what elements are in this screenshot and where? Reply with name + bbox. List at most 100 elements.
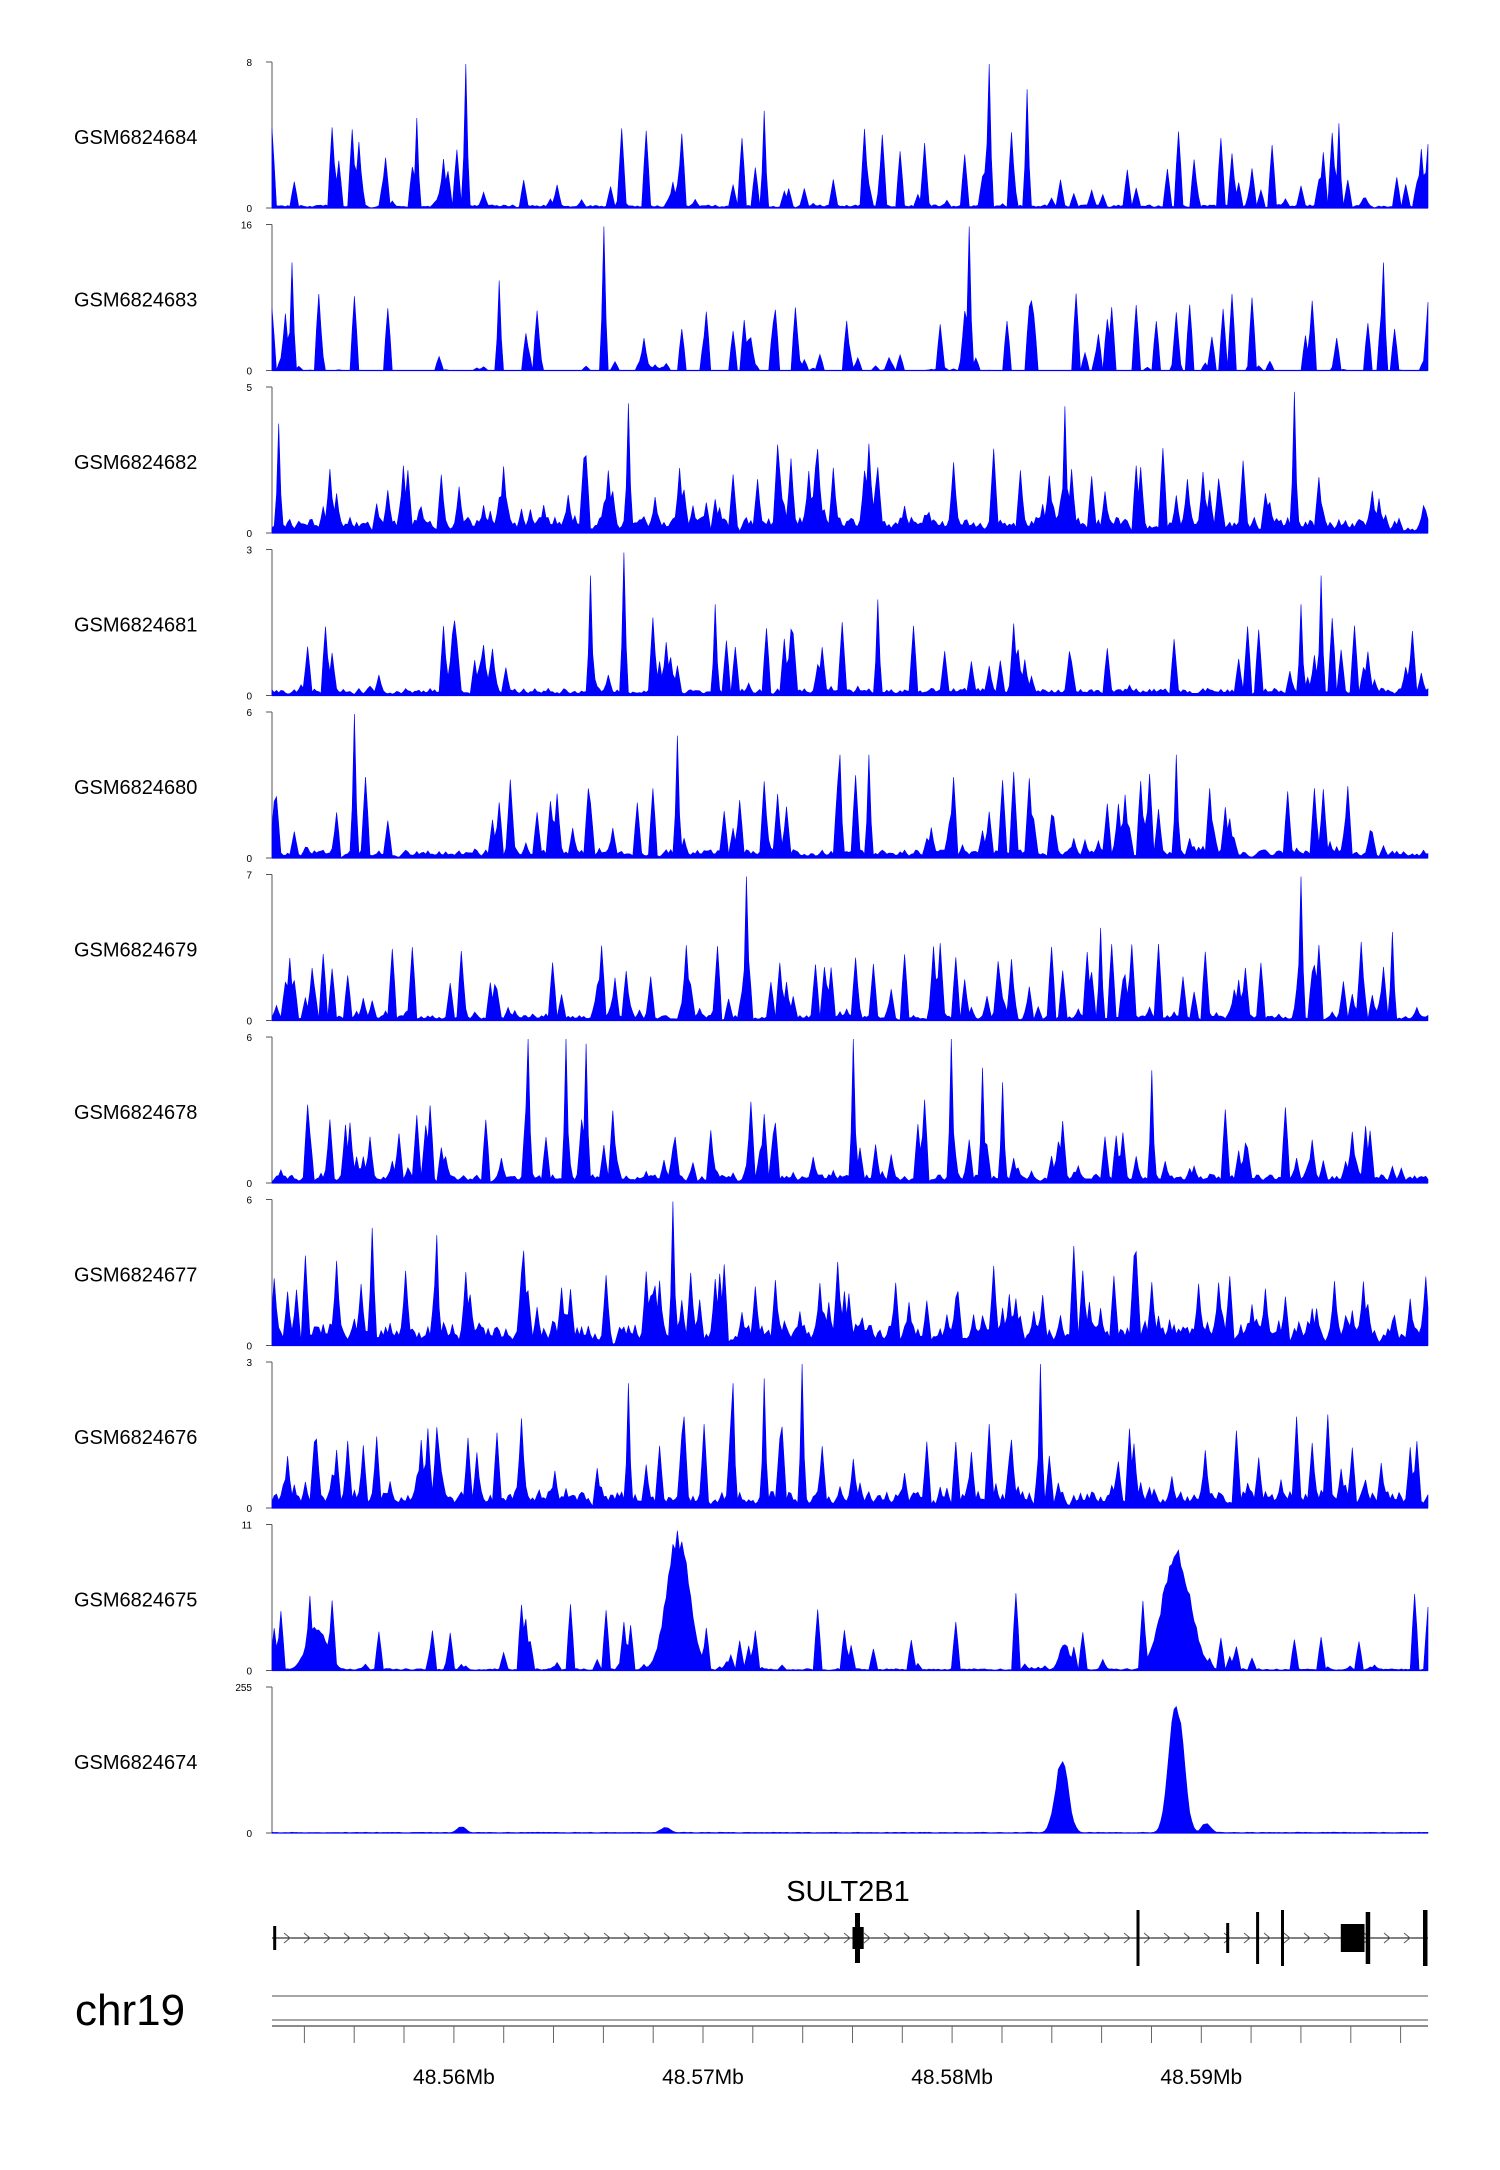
track-GSM6824677: GSM6824677 6 0 — [74, 1196, 1429, 1353]
strand-arrow — [1243, 1932, 1251, 1944]
strand-arrow — [443, 1932, 451, 1944]
strand-arrow — [363, 1932, 371, 1944]
strand-arrow — [963, 1932, 971, 1944]
signal-area-GSM6824684 — [271, 63, 1429, 209]
gene-model-SULT2B1 — [272, 1910, 1428, 1966]
strand-arrow — [503, 1932, 511, 1944]
signal-area-GSM6824676 — [271, 1363, 1429, 1509]
exon — [1136, 1910, 1140, 1966]
strand-arrow — [843, 1932, 851, 1944]
strand-arrow — [543, 1932, 551, 1944]
signal-area-GSM6824683 — [271, 226, 1429, 372]
exon — [1365, 1912, 1371, 1964]
strand-arrow — [1023, 1932, 1031, 1944]
strand-arrow — [703, 1932, 711, 1944]
signal-area-GSM6824674 — [271, 1705, 1429, 1834]
strand-arrow — [783, 1932, 791, 1944]
y-max-label: 6 — [246, 708, 252, 719]
axis-tick-label: 48.59Mb — [1160, 2066, 1242, 2089]
signal-area-GSM6824677 — [271, 1201, 1429, 1346]
signal-area-GSM6824680 — [271, 713, 1429, 859]
strand-arrow — [1203, 1932, 1211, 1944]
track-GSM6824678: GSM6824678 6 0 — [74, 1033, 1429, 1190]
track-GSM6824679: GSM6824679 7 0 — [74, 871, 1429, 1028]
exon — [1226, 1923, 1230, 1953]
y-min-label: 0 — [246, 1179, 252, 1190]
y-max-label: 255 — [235, 1683, 252, 1694]
y-min-label: 0 — [246, 367, 252, 378]
strand-arrow — [1083, 1932, 1091, 1944]
strand-arrow — [1003, 1932, 1011, 1944]
y-min-label: 0 — [246, 529, 252, 540]
y-max-label: 5 — [246, 383, 252, 394]
strand-arrow — [1103, 1932, 1111, 1944]
strand-arrow — [943, 1932, 951, 1944]
strand-arrow — [583, 1932, 591, 1944]
track-GSM6824674: GSM6824674 255 0 — [74, 1683, 1429, 1840]
track-GSM6824680: GSM6824680 6 0 — [74, 708, 1429, 865]
strand-arrow — [1303, 1932, 1311, 1944]
strand-arrow — [1403, 1932, 1411, 1944]
strand-arrow — [1143, 1932, 1151, 1944]
strand-arrow — [663, 1932, 671, 1944]
strand-arrow — [683, 1932, 691, 1944]
signal-area-GSM6824679 — [271, 876, 1429, 1021]
y-min-label: 0 — [246, 1667, 252, 1678]
strand-arrow — [623, 1932, 631, 1944]
strand-arrow — [863, 1932, 871, 1944]
y-min-label: 0 — [246, 1342, 252, 1353]
strand-arrow — [903, 1932, 911, 1944]
track-label: GSM6824679 — [74, 940, 197, 962]
exon — [273, 1926, 277, 1950]
strand-arrow — [1123, 1932, 1131, 1944]
y-max-label: 11 — [242, 1521, 253, 1532]
signal-area-GSM6824678 — [271, 1038, 1429, 1184]
y-max-label: 8 — [246, 58, 252, 69]
strand-arrow — [1283, 1932, 1291, 1944]
strand-arrow — [1223, 1932, 1231, 1944]
track-label: GSM6824683 — [74, 290, 197, 312]
strand-arrow — [483, 1932, 491, 1944]
track-GSM6824675: GSM6824675 11 0 — [74, 1521, 1429, 1678]
strand-arrow — [763, 1932, 771, 1944]
strand-arrow — [423, 1932, 431, 1944]
track-label: GSM6824681 — [74, 615, 197, 637]
strand-arrow — [283, 1932, 291, 1944]
chromosome-label: chr19 — [75, 1986, 185, 2035]
track-label: GSM6824682 — [74, 452, 197, 474]
axis-tick-label: 48.56Mb — [413, 2066, 495, 2089]
y-max-label: 3 — [246, 1358, 252, 1369]
signal-tracks: GSM682468480GSM6824683160GSM682468250GSM… — [74, 58, 1429, 1840]
strand-arrow — [1043, 1932, 1051, 1944]
strand-arrow — [403, 1932, 411, 1944]
strand-arrow — [923, 1932, 931, 1944]
gene-name-label: SULT2B1 — [786, 1876, 910, 1908]
strand-arrow — [883, 1932, 891, 1944]
exon — [1256, 1912, 1260, 1964]
strand-arrow — [1163, 1932, 1171, 1944]
strand-arrow — [723, 1932, 731, 1944]
strand-arrow — [823, 1932, 831, 1944]
strand-arrow — [603, 1932, 611, 1944]
exon — [855, 1913, 860, 1963]
track-label: GSM6824678 — [74, 1102, 197, 1124]
y-max-label: 16 — [241, 221, 253, 232]
strand-arrow — [303, 1932, 311, 1944]
strand-arrow — [1323, 1932, 1331, 1944]
axis-tick-label: 48.58Mb — [911, 2066, 993, 2089]
y-min-label: 0 — [246, 1829, 252, 1840]
strand-arrow — [383, 1932, 391, 1944]
strand-arrow — [1063, 1932, 1071, 1944]
y-min-label: 0 — [246, 854, 252, 865]
exon — [1423, 1910, 1428, 1966]
track-label: GSM6824680 — [74, 777, 197, 799]
track-GSM6824683: GSM6824683 16 0 — [74, 221, 1429, 378]
exon — [1281, 1910, 1284, 1966]
track-GSM6824676: GSM6824676 3 0 — [74, 1358, 1429, 1515]
exon — [1340, 1924, 1365, 1952]
gene-track: SULT2B1 — [272, 1876, 1428, 1966]
track-label: GSM6824676 — [74, 1427, 197, 1449]
signal-area-GSM6824681 — [271, 552, 1429, 696]
track-label: GSM6824674 — [74, 1752, 197, 1774]
